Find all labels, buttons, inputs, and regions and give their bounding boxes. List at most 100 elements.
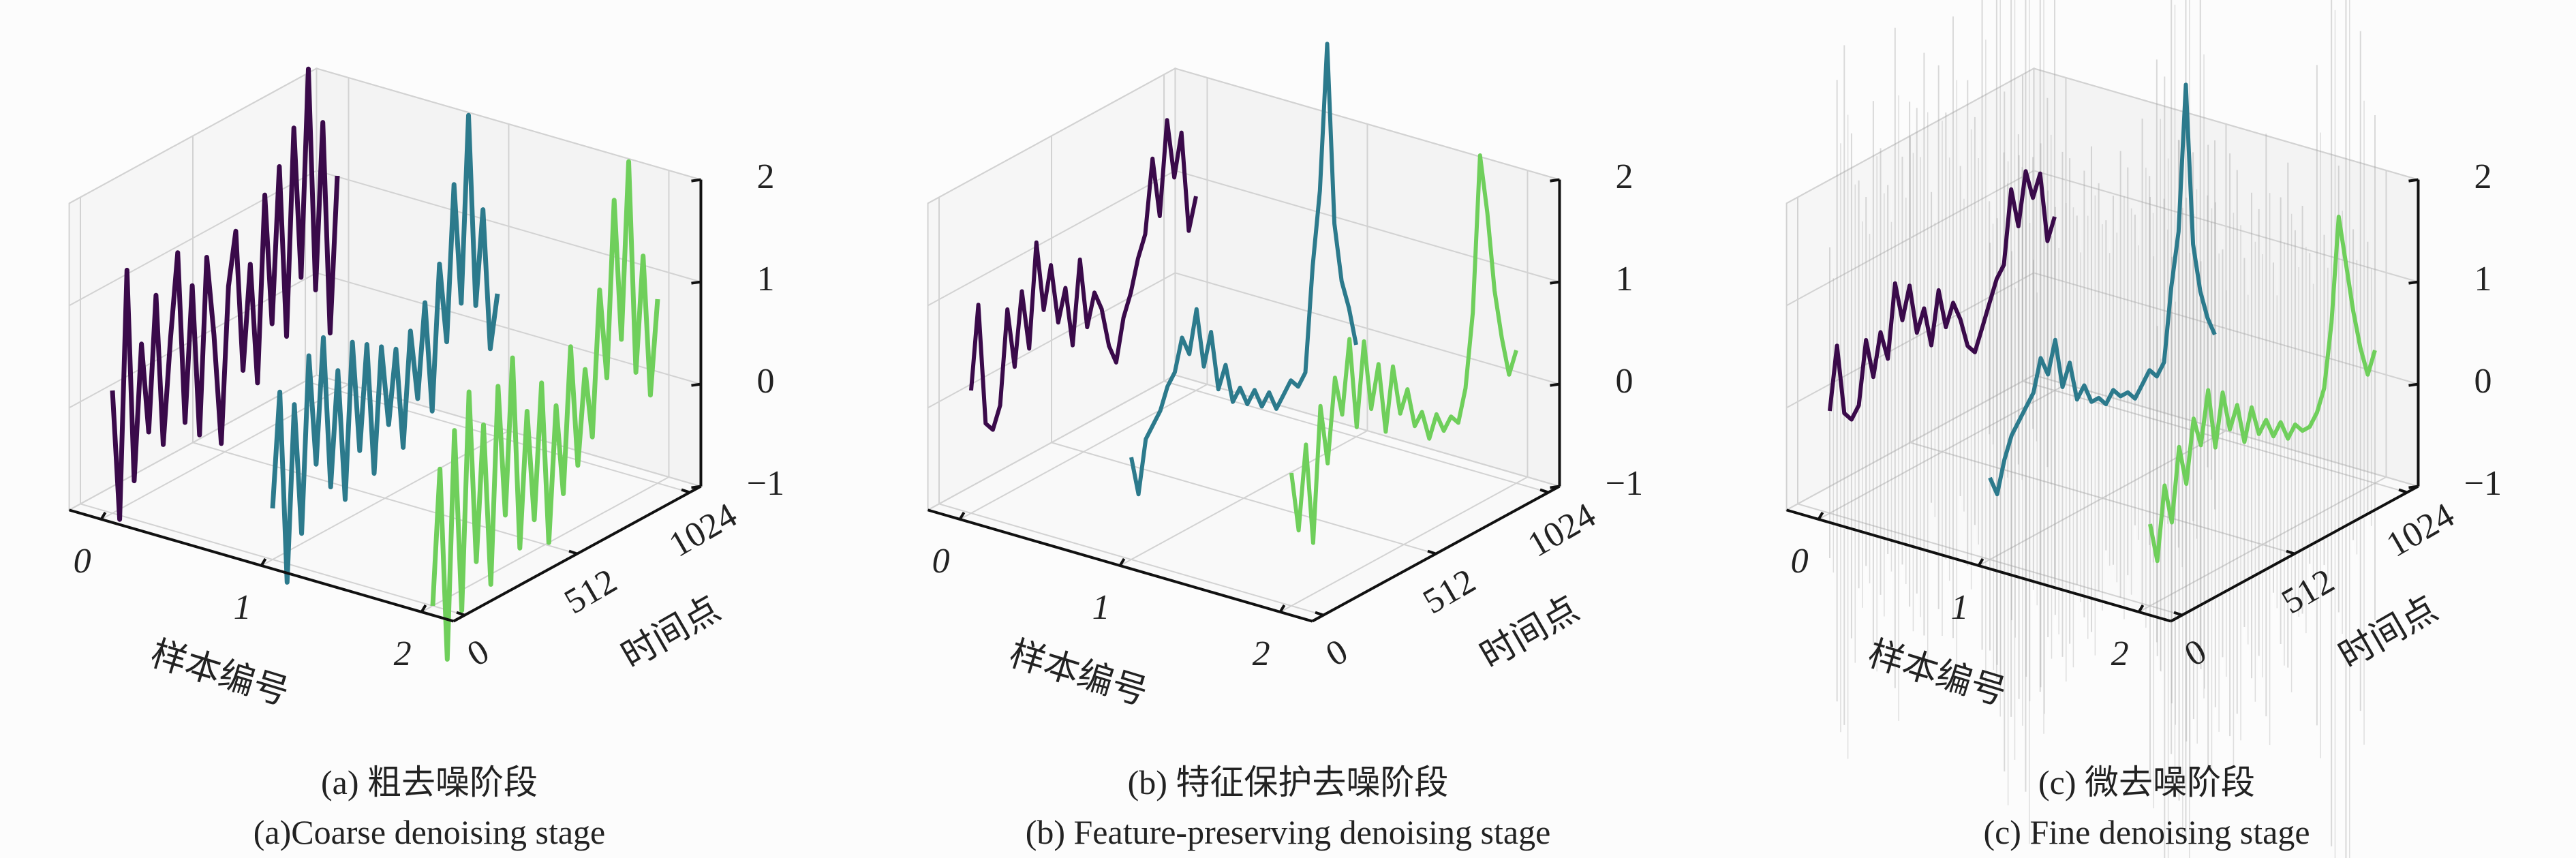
x-tick-label: 2 [2111, 634, 2129, 673]
y-tick-label: 0 [461, 632, 495, 674]
z-tick-label: 0 [756, 362, 774, 401]
x-tick-label: 0 [74, 542, 91, 581]
x-tick-label: 1 [234, 588, 251, 627]
z-tick [691, 485, 701, 489]
z-tick [2408, 485, 2419, 489]
z-tick [2408, 280, 2419, 285]
z-tick [691, 382, 701, 387]
z-tick [2408, 178, 2419, 183]
y-tick [2173, 611, 2183, 617]
caption-en-c: (c) Fine denoising stage [1983, 813, 2310, 851]
x-tick [1278, 604, 1286, 613]
x-tick [958, 511, 966, 520]
z-tick [1550, 178, 1560, 183]
x-axis [1786, 508, 2172, 623]
x-axis [69, 508, 455, 623]
gridline [927, 374, 1176, 511]
z-tick [691, 178, 701, 183]
gridline [1910, 442, 2295, 555]
z-tick-label: −1 [1606, 464, 1643, 503]
y-tick [456, 611, 465, 617]
subplot-b: 0 1 2 0 512 1024 2 1 0 −1 样本编号 时间点 (b) 特征保护去噪阶段 (b)… [859, 0, 1717, 858]
caption-zh-c: (c) 微去噪阶段 [2038, 763, 2255, 801]
chart-3d-a: 0 1 2 0 512 1024 2 1 0 −1 样本编号 时间点 [67, 66, 784, 713]
gridline [1786, 170, 2034, 307]
gridline [1175, 272, 1560, 385]
gridline [316, 170, 701, 283]
x-tick [1118, 557, 1126, 566]
z-tick-label: 2 [756, 157, 774, 196]
z-tick-label: 2 [1615, 157, 1633, 196]
caption-en-b: (b) Feature-preserving denoising stage [1025, 813, 1551, 851]
series-line-sample-0 [969, 118, 1198, 432]
y-tick [1427, 549, 1437, 555]
y-tick-label: 1024 [663, 495, 744, 564]
gridline [2034, 67, 2419, 181]
series-line-sample-2 [1289, 153, 1518, 545]
subplot-a: 0 1 2 0 512 1024 2 1 0 −1 样本编号 时间点 (a) 粗去噪阶段 (a)Coa… [0, 0, 859, 858]
caption-en-a: (a)Coarse denoising stage [253, 813, 606, 851]
caption-zh-b: (b) 特征保护去噪阶段 [1127, 763, 1449, 801]
gridline [2034, 170, 2419, 283]
z-tick-label: −1 [2464, 464, 2502, 503]
x-tick-label: 0 [932, 542, 950, 581]
x-tick-label: 1 [1951, 588, 1969, 627]
x-tick [260, 557, 267, 566]
z-tick [691, 280, 701, 285]
x-tick [1817, 511, 1824, 520]
z-tick-label: 2 [2474, 157, 2491, 196]
gridline [1786, 67, 2034, 204]
series-line-sample-1 [1129, 42, 1358, 497]
x-axis-label: 样本编号 [147, 634, 294, 713]
x-tick-label: 2 [394, 634, 412, 673]
y-tick-label: 512 [558, 562, 624, 622]
gridline [316, 67, 701, 181]
gridline [192, 442, 578, 555]
x-tick [99, 511, 107, 520]
z-tick-label: 0 [2474, 362, 2491, 401]
y-tick [2286, 549, 2295, 555]
z-tick [1550, 485, 1560, 489]
gridline [80, 503, 465, 616]
y-tick [1315, 611, 1324, 617]
z-tick [2408, 382, 2419, 387]
series-line-sample-1 [1988, 82, 2217, 497]
y-tick [1539, 488, 1549, 494]
x-axis-label: 样本编号 [1005, 634, 1152, 713]
y-tick-label: 1024 [2380, 495, 2462, 564]
y-tick-label: 0 [1319, 632, 1354, 674]
series-line-sample-2 [2148, 215, 2377, 564]
gridline [69, 374, 317, 511]
gridline [2034, 374, 2419, 487]
x-tick-label: 2 [1253, 634, 1270, 673]
z-tick-label: 1 [2474, 260, 2491, 298]
series-line-sample-1 [270, 112, 500, 585]
x-axis-label: 样本编号 [1864, 634, 2011, 713]
y-tick [2398, 488, 2408, 494]
x-tick-label: 0 [1791, 542, 1809, 581]
gridline [1175, 170, 1560, 283]
chart-3d-b: 0 1 2 0 512 1024 2 1 0 −1 样本编号 时间点 [925, 42, 1643, 713]
z-tick [1550, 280, 1560, 285]
y-tick [681, 488, 690, 494]
gridline [1175, 67, 1560, 181]
y-axis-label: 时间点 [1474, 589, 1586, 676]
x-tick-label: 1 [1092, 588, 1110, 627]
z-tick-label: 1 [756, 260, 774, 298]
gridline [2034, 272, 2419, 385]
z-tick-label: −1 [747, 464, 784, 503]
series-line-sample-0 [110, 66, 340, 522]
x-tick [420, 604, 427, 613]
z-tick-label: 0 [1615, 362, 1633, 401]
gridline [927, 170, 1176, 307]
gridline [938, 503, 1324, 616]
z-tick [1550, 382, 1560, 387]
caption-zh-a: (a) 粗去噪阶段 [321, 763, 538, 801]
x-tick [1977, 557, 1984, 566]
series-line-sample-0 [1828, 169, 2057, 422]
gridline [1051, 442, 1437, 555]
x-tick [2137, 604, 2145, 613]
gridline [927, 67, 1176, 204]
series-line-sample-2 [430, 159, 660, 662]
